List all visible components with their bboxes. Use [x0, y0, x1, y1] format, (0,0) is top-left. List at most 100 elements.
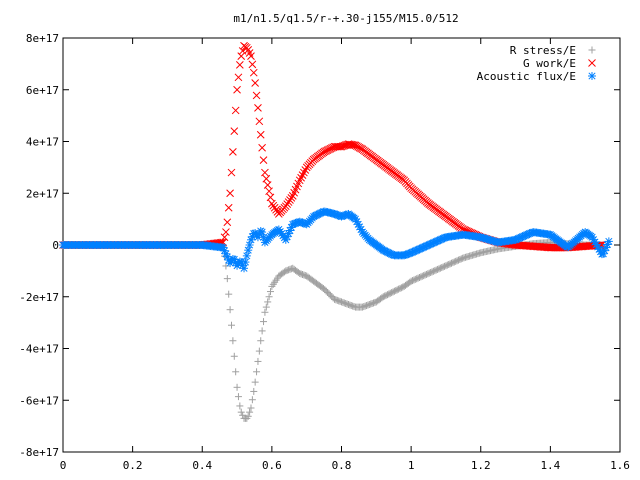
data-point [260, 318, 268, 326]
data-point [288, 220, 297, 229]
data-point [230, 127, 239, 136]
data-point [259, 156, 268, 164]
data-point [258, 228, 267, 237]
data-point [339, 142, 347, 151]
data-point [226, 306, 234, 314]
data-point [224, 203, 233, 212]
x-tick-label: 0.2 [123, 459, 143, 472]
series-2 [59, 207, 613, 273]
data-point [233, 85, 241, 94]
y-tick-label: -4e+17 [19, 343, 59, 356]
data-point [251, 378, 259, 386]
data-point [263, 181, 272, 189]
series-0 [59, 238, 606, 422]
data-point [258, 327, 266, 335]
legend-marker [588, 46, 596, 54]
data-point [232, 368, 240, 376]
data-point [237, 408, 245, 416]
series-layer [59, 41, 613, 422]
data-point [257, 337, 265, 345]
data-point [337, 142, 346, 151]
y-tick-label: -6e+17 [19, 394, 59, 407]
data-point [248, 396, 256, 404]
data-point [248, 60, 257, 69]
y-tick-label: 8e+17 [26, 32, 59, 45]
data-point [227, 168, 236, 177]
data-point [253, 368, 261, 376]
data-point [261, 308, 269, 316]
data-point [227, 321, 235, 329]
x-tick-label: 1 [408, 459, 415, 472]
data-point [242, 251, 251, 260]
data-point [259, 233, 268, 242]
data-point [251, 79, 260, 87]
data-point [264, 298, 272, 306]
data-point [247, 52, 255, 60]
data-point [285, 226, 294, 235]
data-point [511, 235, 520, 244]
data-point [225, 290, 233, 298]
data-point [234, 73, 243, 82]
x-tick-label: 1.2 [471, 459, 491, 472]
data-point [230, 352, 238, 360]
data-point [256, 130, 265, 139]
data-point [234, 393, 242, 401]
y-tick-label: 0 [52, 239, 59, 252]
y-tick-label: -2e+17 [19, 291, 59, 304]
data-point [266, 193, 275, 202]
data-point [254, 104, 262, 112]
x-tick-label: 0.6 [262, 459, 282, 472]
data-point [252, 91, 261, 100]
data-point [246, 408, 254, 416]
data-point [261, 168, 269, 177]
data-point [241, 258, 250, 267]
x-tick-label: 1.4 [540, 459, 560, 472]
data-point [348, 141, 357, 149]
data-point [229, 337, 237, 345]
legend-marker [588, 59, 596, 67]
legend-label: R stress/E [510, 44, 576, 57]
data-point [226, 189, 234, 198]
data-point [240, 264, 249, 273]
x-tick-label: 0.8 [332, 459, 352, 472]
data-point [220, 233, 229, 242]
x-tick-label: 0 [60, 459, 67, 472]
data-point [250, 387, 258, 395]
chart-title: m1/n1.5/q1.5/r-+.30-j155/M15.0/512 [233, 12, 458, 25]
y-tick-label: 2e+17 [26, 187, 59, 200]
x-tick-label: 0.4 [192, 459, 212, 472]
data-point [233, 383, 241, 391]
data-point [244, 246, 253, 255]
data-point [255, 347, 263, 355]
legend-label: G work/E [523, 57, 576, 70]
data-point [222, 262, 230, 270]
data-point [244, 412, 252, 420]
data-point [223, 275, 231, 283]
data-point [258, 143, 266, 152]
data-point [262, 303, 270, 311]
data-point [235, 61, 244, 69]
data-point [254, 357, 262, 365]
data-point [236, 402, 244, 410]
data-point [229, 147, 237, 156]
data-point [266, 288, 274, 296]
axes: 8e+17 6e+17 4e+17 2e+17 0 -2e+17 -4e+17 -6e+17 -… [19, 32, 630, 472]
data-point [265, 293, 273, 301]
y-tick-label: 4e+17 [26, 136, 59, 149]
data-point [262, 174, 271, 183]
legend-label: Acoustic flux/E [477, 70, 576, 83]
y-tick-label: -8e+17 [19, 446, 59, 459]
data-point [350, 141, 358, 149]
data-point [249, 68, 258, 77]
y-tick-label: 6e+17 [26, 84, 59, 97]
data-point [247, 404, 255, 412]
data-point [604, 237, 613, 246]
data-point [222, 228, 230, 236]
data-point [223, 218, 232, 227]
data-point [245, 241, 254, 249]
data-point [265, 187, 273, 196]
data-point [255, 117, 264, 126]
data-point [237, 52, 246, 60]
